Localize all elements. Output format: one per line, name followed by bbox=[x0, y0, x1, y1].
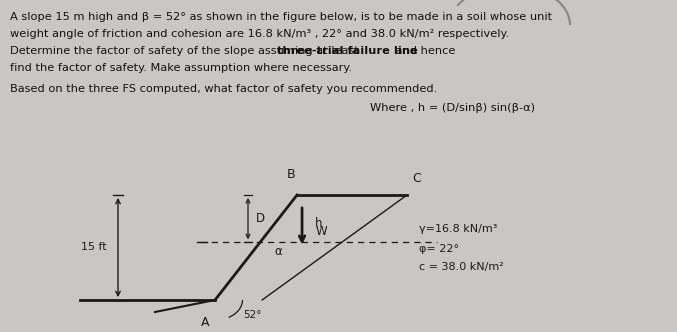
Text: h: h bbox=[315, 217, 323, 230]
Text: weight angle of friction and cohesion are 16.8 kN/m³ , 22° and 38.0 kN/m² respec: weight angle of friction and cohesion ar… bbox=[10, 29, 509, 39]
Text: γ=16.8 kN/m³: γ=16.8 kN/m³ bbox=[419, 224, 498, 234]
Text: A slope 15 m high and β = 52° as shown in the figure below, is to be made in a s: A slope 15 m high and β = 52° as shown i… bbox=[10, 12, 552, 22]
Text: C: C bbox=[412, 172, 421, 185]
Text: Where , h = (D/sinβ) sin(β-α): Where , h = (D/sinβ) sin(β-α) bbox=[370, 103, 535, 113]
Text: 52°: 52° bbox=[243, 310, 261, 320]
Text: 15 ft: 15 ft bbox=[81, 242, 107, 253]
Text: B: B bbox=[287, 168, 295, 181]
Text: find the factor of safety. Make assumption where necessary.: find the factor of safety. Make assumpti… bbox=[10, 63, 352, 73]
Text: D: D bbox=[256, 212, 265, 225]
Text: W: W bbox=[316, 225, 328, 238]
Text: c = 38.0 kN/m²: c = 38.0 kN/m² bbox=[419, 262, 504, 272]
Text: and hence: and hence bbox=[392, 46, 456, 56]
Text: three-trial failure line: three-trial failure line bbox=[277, 46, 418, 56]
Text: φ= 22°: φ= 22° bbox=[419, 244, 459, 254]
Text: α: α bbox=[274, 245, 282, 258]
Text: Based on the three FS computed, what factor of safety you recommended.: Based on the three FS computed, what fac… bbox=[10, 84, 437, 94]
Text: Determine the factor of safety of the slope assuming at least: Determine the factor of safety of the sl… bbox=[10, 46, 362, 56]
Text: A: A bbox=[201, 316, 209, 329]
